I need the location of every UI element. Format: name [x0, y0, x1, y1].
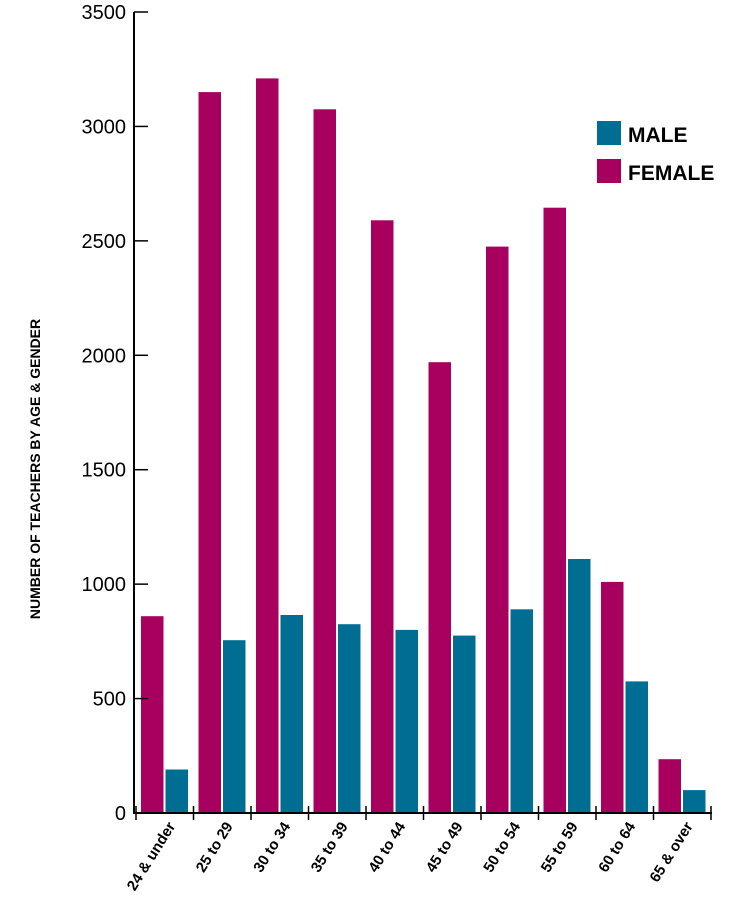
bar-female-7 [543, 207, 566, 813]
y-tick-label-1: 500 [93, 689, 126, 711]
bar-male-1 [223, 640, 246, 813]
x-tick-label-0: 24 & under [124, 819, 180, 894]
x-tick-label-8: 60 to 64 [595, 819, 639, 876]
legend-swatch-male [597, 121, 621, 145]
legend-label-female: FEMALE [628, 162, 714, 185]
legend: MALE FEMALE [597, 121, 714, 185]
x-tick-label-1: 25 to 29 [193, 819, 237, 875]
bar-female-3 [313, 109, 336, 814]
bar-male-0 [165, 769, 188, 813]
bar-male-3 [338, 624, 361, 813]
x-tick-label-9: 65 & over [646, 819, 696, 885]
bar-female-4 [371, 220, 394, 814]
x-tick-label-2: 30 to 34 [250, 819, 294, 876]
bar-female-0 [141, 616, 164, 813]
bar-female-1 [198, 92, 221, 814]
axes-group [133, 12, 712, 820]
legend-swatch-female [597, 159, 621, 183]
x-tick-label-7: 55 to 59 [538, 819, 582, 875]
bar-female-9 [658, 759, 681, 813]
y-tick-label-0: 0 [115, 803, 126, 825]
bar-male-8 [625, 681, 648, 813]
x-tick-label-6: 50 to 54 [480, 819, 524, 876]
bar-female-2 [256, 78, 279, 813]
bar-male-5 [453, 635, 476, 813]
y-tick-label-7: 3500 [82, 2, 127, 24]
y-axis-label: NUMBER OF TEACHERS BY AGE & GENDER [27, 319, 43, 619]
y-tick-label-3: 1500 [82, 460, 127, 482]
bar-male-4 [395, 629, 418, 813]
legend-label-male: MALE [628, 124, 688, 147]
x-tick-label-3: 35 to 39 [308, 819, 352, 875]
bar-male-9 [683, 790, 706, 813]
x-labels-group: 24 & under 25 to 29 30 to 34 35 to 39 40 to … [124, 819, 697, 894]
bar-male-6 [510, 609, 533, 813]
bar-female-5 [428, 362, 451, 813]
bar-male-7 [568, 559, 591, 813]
bar-male-2 [280, 615, 303, 813]
y-ticks-group: 0 500 1000 1500 2000 2500 3000 3500 [82, 2, 148, 825]
y-tick-label-4: 2000 [82, 345, 127, 367]
y-tick-label-5: 2500 [82, 231, 127, 253]
bar-female-6 [486, 246, 509, 814]
x-tick-label-5: 45 to 49 [423, 819, 467, 875]
x-tick-label-4: 40 to 44 [365, 819, 409, 876]
bars-group [141, 78, 706, 814]
bar-female-8 [601, 581, 624, 813]
y-tick-label-6: 3000 [82, 116, 127, 138]
y-tick-label-2: 1000 [82, 574, 127, 596]
